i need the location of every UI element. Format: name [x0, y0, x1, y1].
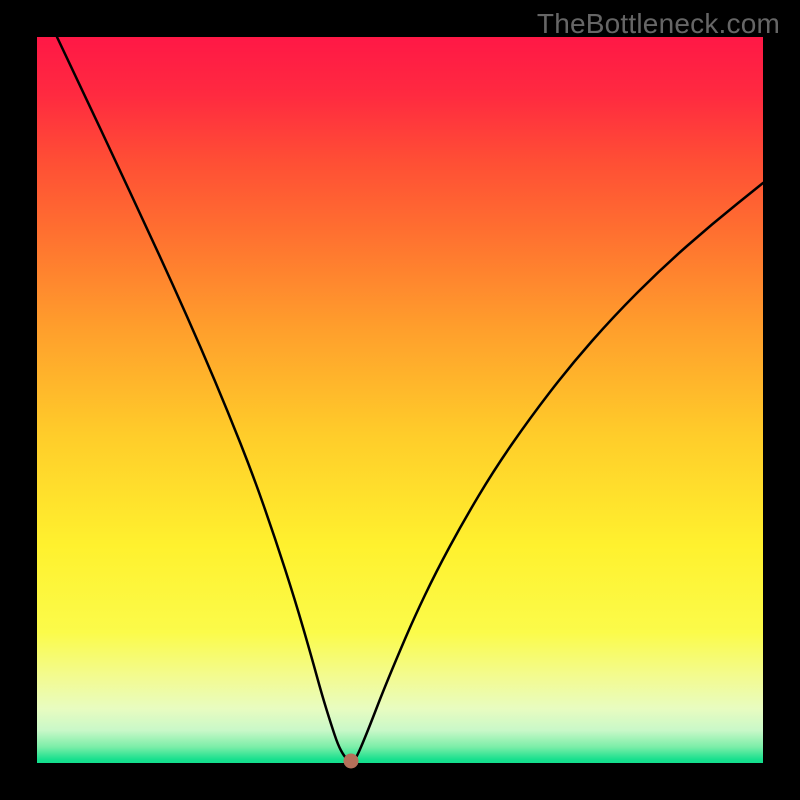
chart-root: TheBottleneck.com	[0, 0, 800, 800]
gradient-background	[37, 37, 763, 763]
watermark-text: TheBottleneck.com	[537, 8, 780, 40]
